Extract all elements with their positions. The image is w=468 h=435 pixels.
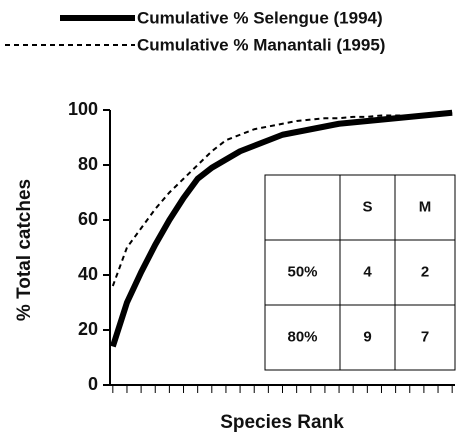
- table-header: S: [362, 198, 372, 215]
- table-cell: 4: [363, 263, 372, 280]
- y-tick-label: 60: [78, 209, 98, 229]
- table-border: [264, 174, 456, 371]
- table-cell: 2: [421, 263, 429, 280]
- legend-label: Cumulative % Manantali (1995): [137, 35, 385, 54]
- y-tick-label: 80: [78, 154, 98, 174]
- y-tick-label: 40: [78, 264, 98, 284]
- x-axis-label: Species Rank: [220, 412, 344, 433]
- y-tick-label: 0: [88, 374, 98, 394]
- table-cell: 80%: [287, 328, 317, 345]
- table-cell: 9: [363, 328, 371, 345]
- legend-label: Cumulative % Selengue (1994): [137, 8, 383, 27]
- table-cell: 7: [421, 328, 429, 345]
- series-line: [111, 111, 453, 287]
- y-axis-label: % Total catches: [14, 179, 35, 321]
- table-header: M: [419, 198, 432, 215]
- table-cell: 50%: [287, 263, 317, 280]
- y-tick-label: 100: [68, 99, 98, 119]
- series-line: [109, 109, 453, 348]
- y-tick-label: 20: [78, 319, 98, 339]
